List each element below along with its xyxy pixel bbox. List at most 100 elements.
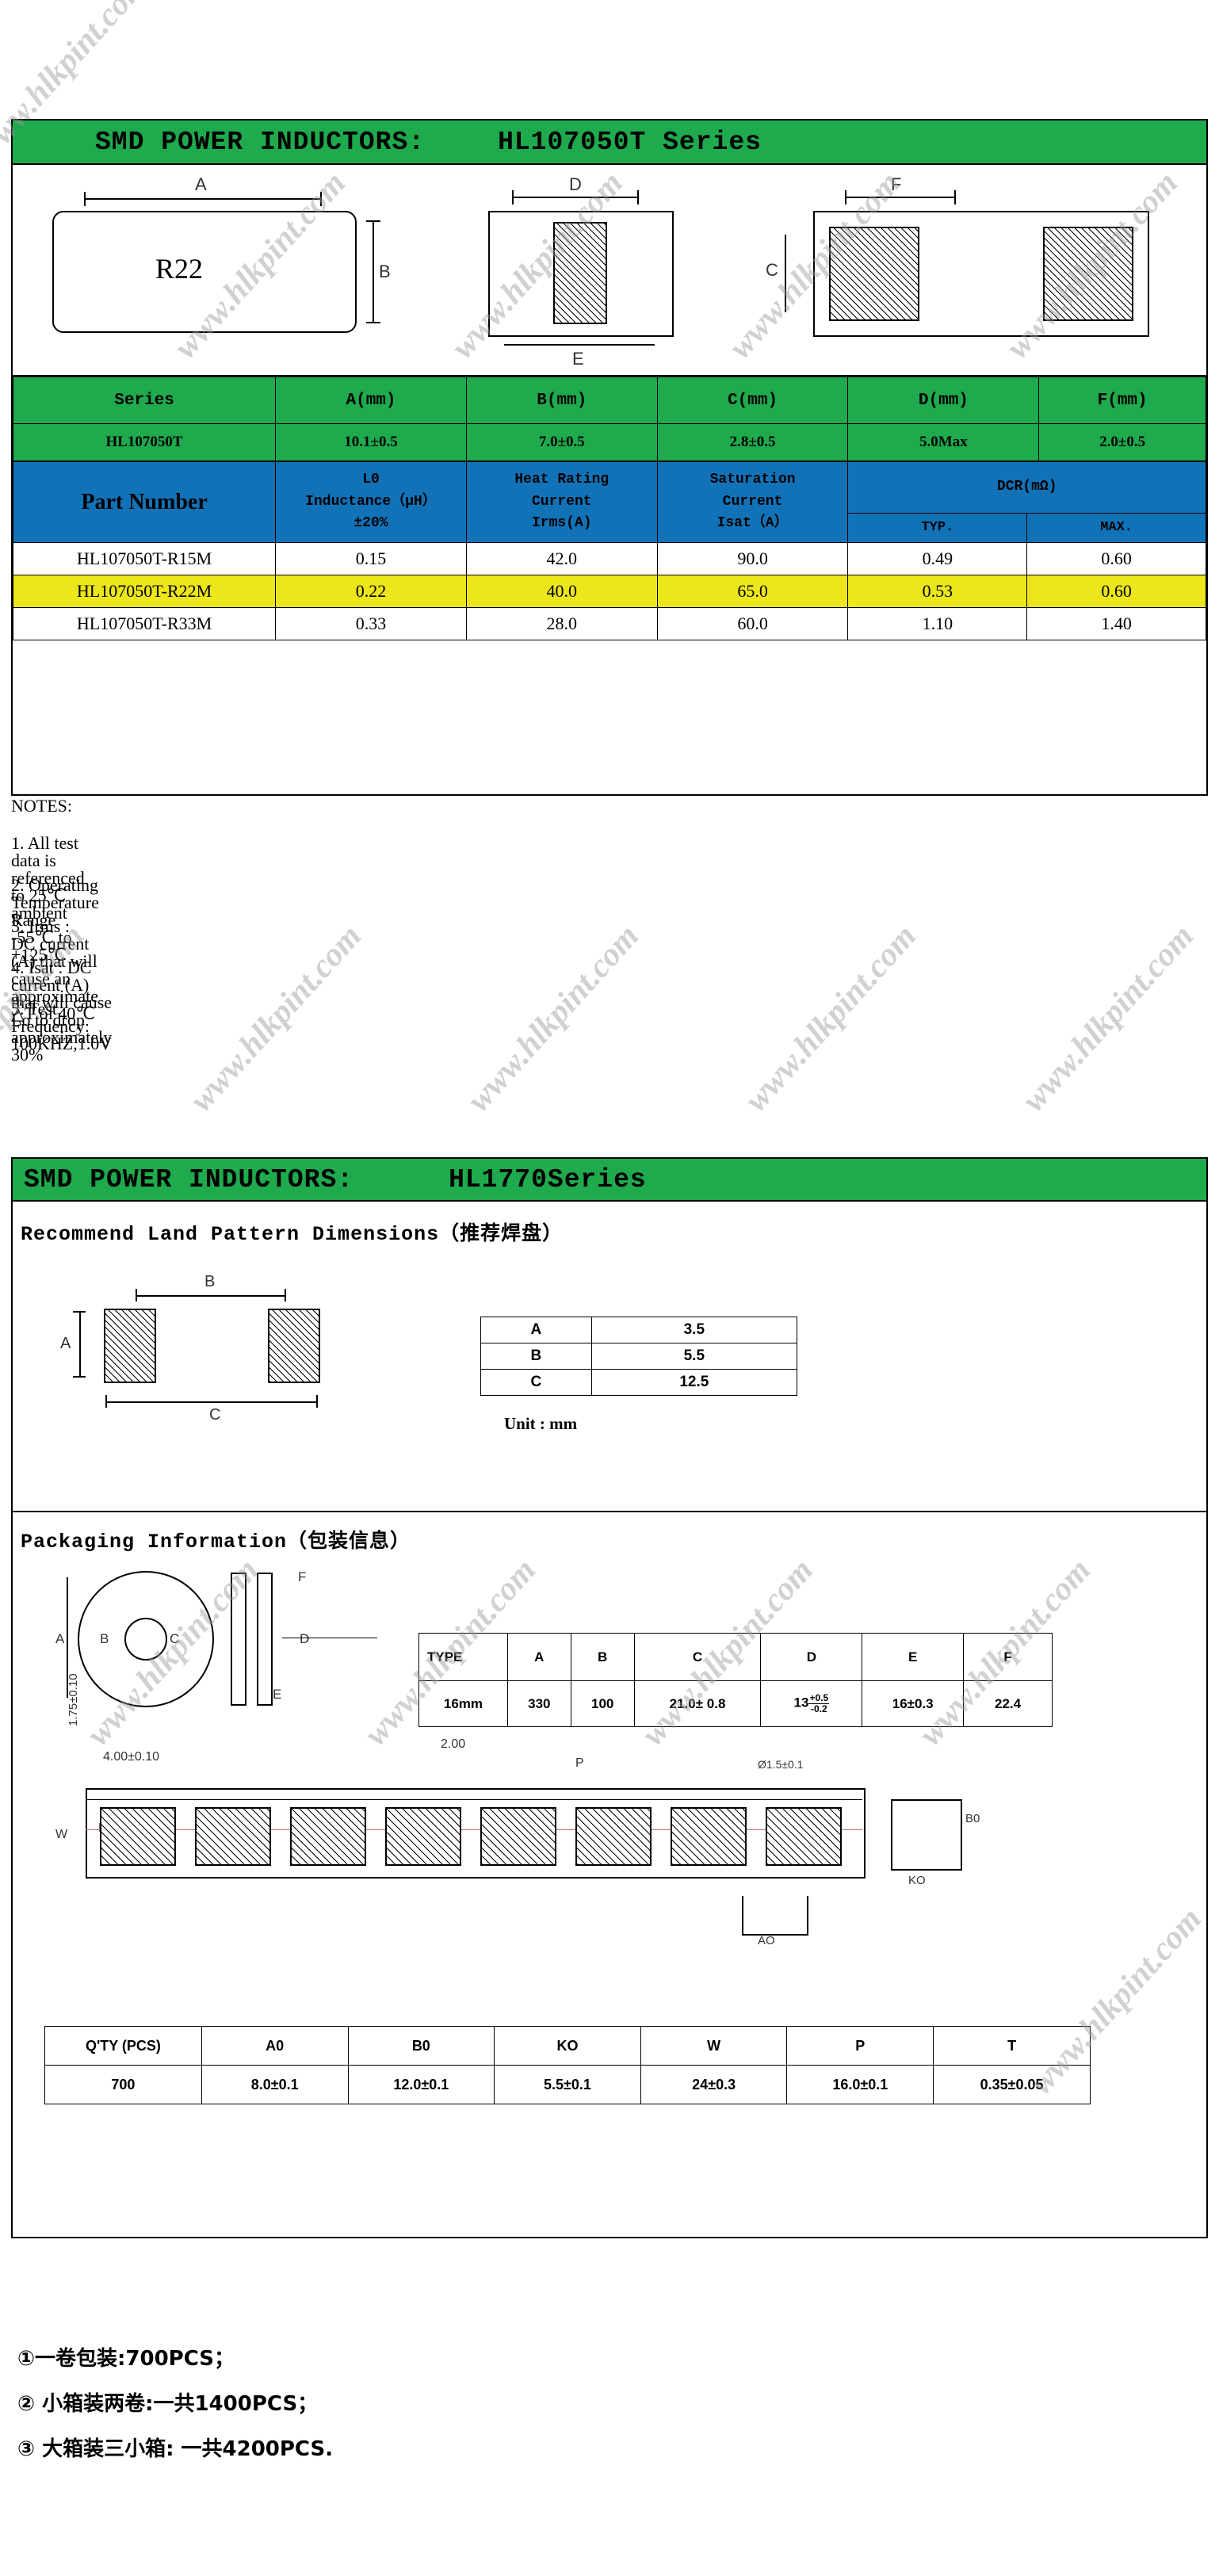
label-b: B bbox=[379, 262, 391, 281]
label-a: A bbox=[195, 174, 207, 194]
land-pattern-section: Recommend Land Pattern Dimensions（推荐焊盘） … bbox=[13, 1202, 1206, 1512]
part-marking: R22 bbox=[155, 253, 204, 285]
note-3: 3. Irms : DC current (A) that will cause… bbox=[11, 916, 98, 1023]
dim-tick-lp-c-r bbox=[316, 1395, 318, 1408]
qty-hdr-b0: B0 bbox=[347, 2026, 495, 2066]
tape-center-line-upper bbox=[86, 1829, 862, 1830]
reel-hdr-a: A bbox=[506, 1633, 571, 1681]
tape-pocket bbox=[671, 1807, 747, 1866]
reel-val-b: 100 bbox=[570, 1680, 635, 1727]
spec-header-dcr-max: MAX. bbox=[1026, 513, 1206, 543]
dim-value-a: 10.1±0.5 bbox=[275, 423, 467, 461]
reel-header-row: TYPE A B C D E F bbox=[418, 1633, 1053, 1681]
section2-frame: SMD POWER INDUCTORS: HL1770Series Recomm… bbox=[11, 1157, 1208, 2238]
section1-banner-right: HL107050T Series bbox=[498, 127, 762, 157]
label-tape-hole-pitch: 2.00 bbox=[441, 1737, 466, 1751]
land-pattern-title: Recommend Land Pattern Dimensions（推荐焊盘） bbox=[21, 1223, 564, 1246]
dim-tick-b-top bbox=[366, 220, 380, 222]
dim-tick-f-left bbox=[845, 190, 846, 204]
drawing-bottom-view: F C bbox=[726, 173, 1217, 363]
qty-val-b0: 12.0±0.1 bbox=[347, 2065, 495, 2104]
label-reel-d: D bbox=[300, 1631, 310, 1646]
land-pattern-drawing: B A C bbox=[60, 1265, 393, 1439]
tape-pocket bbox=[100, 1807, 176, 1866]
qty-val-p: 16.0±0.1 bbox=[786, 2065, 934, 2104]
tape-pocket bbox=[766, 1807, 842, 1866]
dim-tick-lp-a-t bbox=[73, 1311, 86, 1313]
qty-table: Q'TY (PCS) A0 B0 KO W P T 700 8.0±0.1 12… bbox=[44, 2026, 1091, 2104]
reel-val-a: 330 bbox=[506, 1680, 571, 1727]
lp-val-b: 5.5 bbox=[590, 1343, 798, 1370]
reel-val-d: 13 +0.5 -0.2 bbox=[760, 1680, 863, 1727]
component-body-outline bbox=[52, 211, 357, 333]
spec-header-heat-rating: Heat Rating Current Irms(A) bbox=[465, 461, 658, 543]
dimension-table-header-row: Series A(mm) B(mm) C(mm) D(mm) F(mm) bbox=[12, 376, 1206, 424]
notes-title: NOTES: bbox=[11, 796, 72, 816]
spec-header-part-number: Part Number bbox=[12, 461, 277, 543]
reel-side-left bbox=[231, 1573, 246, 1706]
label-e: E bbox=[572, 349, 584, 369]
tape-pocket bbox=[290, 1807, 366, 1866]
dimension-table: Series A(mm) B(mm) C(mm) D(mm) F(mm) HL1… bbox=[12, 376, 1206, 461]
table-row: 700 8.0±0.1 12.0±0.1 5.5±0.1 24±0.3 16.0… bbox=[44, 2065, 1091, 2104]
lp-key-a: A bbox=[480, 1317, 592, 1343]
spec-l0-0: 0.15 bbox=[275, 542, 467, 575]
label-c: C bbox=[766, 260, 778, 280]
dim-header-f: F(mm) bbox=[1038, 376, 1206, 424]
reel-hdr-b: B bbox=[570, 1633, 635, 1681]
dim-line-d bbox=[512, 197, 639, 198]
section1-banner: SMD POWER INDUCTORS: HL107050T Series bbox=[13, 120, 1206, 165]
note-4: 4. Isat : DC current (A) that will cause… bbox=[11, 957, 113, 1064]
dim-tick-a-left bbox=[84, 192, 86, 206]
label-tape-w: W bbox=[55, 1828, 68, 1841]
watermark: www.hlkpint.com bbox=[737, 918, 924, 1119]
watermark: www.hlkpint.com bbox=[182, 918, 369, 1119]
reel-dim-a bbox=[67, 1577, 68, 1698]
tape-sprocket-line bbox=[86, 1799, 862, 1800]
reel-val-d-base: 13 bbox=[793, 1695, 809, 1710]
watermark: www.hlkpint.com bbox=[460, 918, 647, 1119]
spec-irms-2: 28.0 bbox=[465, 607, 658, 640]
bottom-pad-right bbox=[1043, 227, 1133, 321]
reel-hdr-f: F bbox=[963, 1633, 1053, 1681]
spec-header-row-1: Part Number L0 Inductance（μH） ±20% Heat … bbox=[12, 461, 1206, 543]
tape-strip bbox=[86, 1788, 866, 1878]
qty-hdr-qty: Q'TY (PCS) bbox=[44, 2026, 202, 2066]
lp-val-a: 3.5 bbox=[590, 1317, 798, 1343]
lp-val-c: 12.5 bbox=[590, 1369, 798, 1396]
qty-val-t: 0.35±0.05 bbox=[933, 2065, 1091, 2104]
dim-line-a bbox=[84, 198, 322, 200]
dim-tick-b-bot bbox=[366, 322, 380, 323]
reel-table: TYPE A B C D E F 16mm 330 100 21.0± 0.8 … bbox=[418, 1633, 1053, 1727]
spec-part-1: HL107050T-R22M bbox=[12, 575, 277, 608]
table-row: HL107050T-R22M 0.22 40.0 65.0 0.53 0.60 bbox=[12, 575, 1206, 608]
pocket-profile bbox=[742, 1896, 808, 1936]
dim-line-c bbox=[785, 235, 786, 312]
outline-drawings: A B R22 D E bbox=[13, 165, 1206, 376]
spec-typ-1: 0.53 bbox=[847, 575, 1028, 608]
dim-line-b bbox=[373, 220, 374, 323]
label-tape-a0: AO bbox=[758, 1934, 775, 1947]
watermark: www.hlkpint.com bbox=[1015, 918, 1202, 1119]
pack-note-1: ①一卷包装:700PCS； bbox=[17, 2347, 235, 2371]
section2-banner-right: HL1770Series bbox=[449, 1164, 647, 1194]
label-reel-e: E bbox=[273, 1687, 282, 1702]
spec-max-1: 0.60 bbox=[1026, 575, 1206, 608]
qty-hdr-ko: KO bbox=[494, 2026, 641, 2066]
spec-isat-1: 65.0 bbox=[656, 575, 849, 608]
spec-typ-2: 1.10 bbox=[847, 607, 1028, 640]
dim-tick-d-left bbox=[512, 190, 514, 204]
land-pattern-table: A 3.5 B 5.5 C 12.5 bbox=[480, 1317, 798, 1396]
dim-line-lp-b bbox=[136, 1295, 286, 1297]
dim-header-series: Series bbox=[12, 376, 277, 424]
dimension-table-row: HL107050T 10.1±0.5 7.0±0.5 2.8±0.5 5.0Ma… bbox=[12, 423, 1206, 461]
note-1: 1. All test data is referenced to 25℃ am… bbox=[11, 833, 85, 923]
drawing-top-view: A B R22 bbox=[36, 173, 391, 363]
qty-hdr-w: W bbox=[640, 2026, 788, 2066]
spec-typ-0: 0.49 bbox=[847, 542, 1028, 575]
table-row: C 12.5 bbox=[480, 1369, 798, 1396]
drawing-side-view: D E bbox=[457, 173, 702, 369]
side-terminal bbox=[553, 222, 607, 324]
spec-max-0: 0.60 bbox=[1026, 542, 1206, 575]
